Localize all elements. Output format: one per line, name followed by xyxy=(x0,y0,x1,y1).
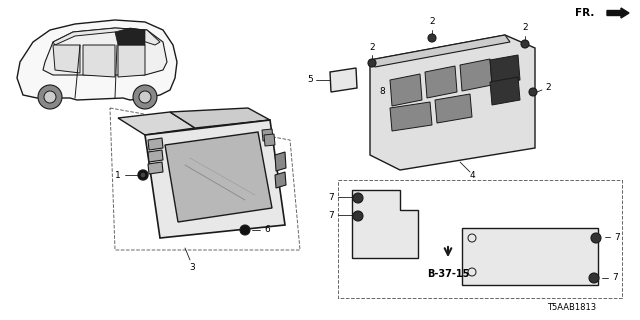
Polygon shape xyxy=(17,20,177,100)
Polygon shape xyxy=(53,45,80,73)
Polygon shape xyxy=(330,68,357,92)
Polygon shape xyxy=(435,94,472,123)
Polygon shape xyxy=(370,35,535,170)
Text: B-37-15: B-37-15 xyxy=(427,269,469,279)
Polygon shape xyxy=(53,28,160,45)
Text: 2: 2 xyxy=(429,18,435,27)
Polygon shape xyxy=(370,35,510,67)
Text: 2: 2 xyxy=(522,23,528,33)
Circle shape xyxy=(353,211,363,221)
Polygon shape xyxy=(148,138,163,150)
Polygon shape xyxy=(83,45,115,77)
Polygon shape xyxy=(118,112,195,135)
Circle shape xyxy=(368,59,376,67)
Polygon shape xyxy=(490,55,520,85)
Circle shape xyxy=(529,88,537,96)
Text: 7: 7 xyxy=(614,233,620,242)
Circle shape xyxy=(240,225,250,235)
Text: 6: 6 xyxy=(264,226,270,235)
Polygon shape xyxy=(275,152,286,171)
Circle shape xyxy=(44,91,56,103)
Polygon shape xyxy=(264,134,275,146)
Polygon shape xyxy=(352,190,418,258)
Circle shape xyxy=(141,173,145,177)
Polygon shape xyxy=(390,74,422,106)
Text: 7: 7 xyxy=(328,193,334,202)
Polygon shape xyxy=(115,28,145,45)
Text: FR.: FR. xyxy=(575,8,594,18)
Polygon shape xyxy=(165,132,272,222)
Polygon shape xyxy=(262,129,273,141)
Polygon shape xyxy=(148,162,163,174)
FancyArrow shape xyxy=(607,8,629,18)
Text: T5AAB1813: T5AAB1813 xyxy=(547,303,596,313)
Text: 7: 7 xyxy=(328,211,334,220)
Circle shape xyxy=(139,91,151,103)
Circle shape xyxy=(38,85,62,109)
Text: 4: 4 xyxy=(469,172,475,180)
Polygon shape xyxy=(118,45,145,77)
Polygon shape xyxy=(390,102,432,131)
Polygon shape xyxy=(170,108,270,128)
Text: 8: 8 xyxy=(379,87,385,97)
Polygon shape xyxy=(425,66,457,98)
Polygon shape xyxy=(460,59,492,91)
Circle shape xyxy=(353,193,363,203)
Polygon shape xyxy=(490,77,520,105)
Circle shape xyxy=(138,170,148,180)
Text: 5: 5 xyxy=(307,76,313,84)
Text: 2: 2 xyxy=(545,84,551,92)
Circle shape xyxy=(589,273,599,283)
Circle shape xyxy=(428,34,436,42)
Polygon shape xyxy=(145,120,285,238)
Polygon shape xyxy=(275,172,286,188)
Polygon shape xyxy=(43,28,167,75)
Text: 1: 1 xyxy=(115,171,121,180)
Text: 2: 2 xyxy=(369,43,375,52)
Circle shape xyxy=(133,85,157,109)
Polygon shape xyxy=(462,228,598,285)
Text: 7: 7 xyxy=(612,274,618,283)
Circle shape xyxy=(521,40,529,48)
Text: 3: 3 xyxy=(189,262,195,271)
Circle shape xyxy=(591,233,601,243)
Polygon shape xyxy=(148,150,163,162)
